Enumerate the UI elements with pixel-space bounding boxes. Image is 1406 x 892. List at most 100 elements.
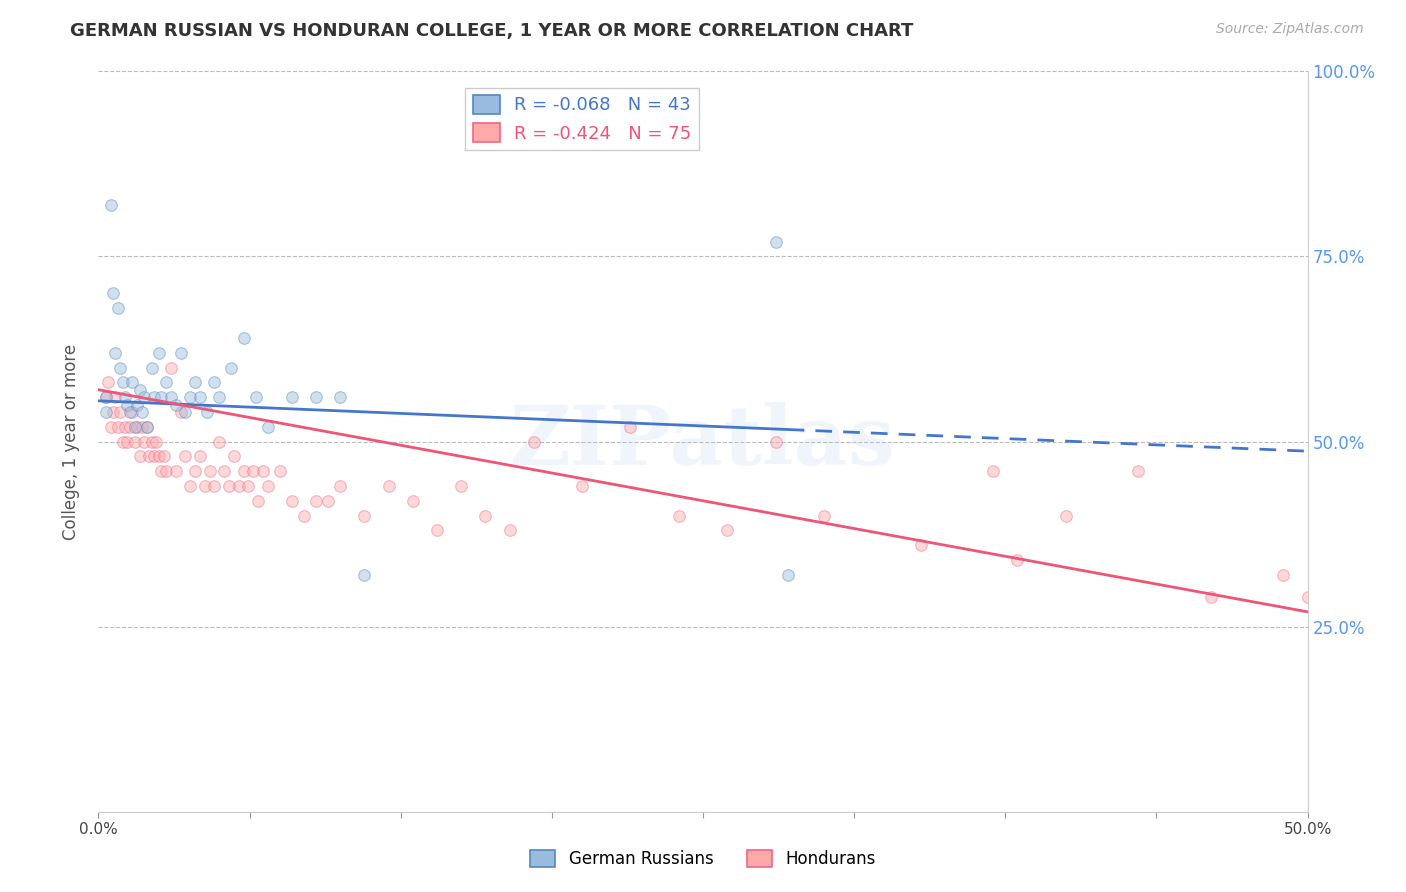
Point bbox=[184, 376, 207, 390]
Point bbox=[252, 464, 274, 478]
Point bbox=[269, 464, 291, 478]
Point bbox=[127, 419, 149, 434]
Point bbox=[165, 464, 187, 478]
Point bbox=[305, 390, 328, 404]
Point bbox=[1296, 590, 1319, 604]
Point bbox=[124, 434, 146, 449]
Point bbox=[108, 405, 131, 419]
Point bbox=[765, 235, 787, 249]
Point bbox=[208, 390, 231, 404]
Point bbox=[188, 450, 211, 464]
Point bbox=[353, 508, 375, 523]
Point bbox=[292, 508, 315, 523]
Point bbox=[1054, 508, 1077, 523]
Legend: German Russians, Hondurans: German Russians, Hondurans bbox=[524, 843, 882, 875]
Point bbox=[118, 419, 141, 434]
Point bbox=[134, 390, 156, 404]
Point bbox=[329, 479, 352, 493]
Point bbox=[776, 567, 799, 582]
Point bbox=[474, 508, 496, 523]
Point bbox=[198, 464, 221, 478]
Point bbox=[141, 434, 163, 449]
Point bbox=[247, 493, 270, 508]
Point bbox=[134, 434, 156, 449]
Point bbox=[426, 524, 449, 538]
Point bbox=[316, 493, 339, 508]
Point bbox=[238, 479, 260, 493]
Point bbox=[104, 390, 127, 404]
Point bbox=[160, 360, 183, 375]
Point bbox=[111, 376, 134, 390]
Point bbox=[1199, 590, 1222, 604]
Point bbox=[101, 286, 124, 301]
Point bbox=[765, 434, 787, 449]
Point bbox=[218, 479, 240, 493]
Point bbox=[813, 508, 835, 523]
Point bbox=[114, 390, 136, 404]
Point bbox=[232, 331, 254, 345]
Point bbox=[141, 360, 163, 375]
Point bbox=[450, 479, 472, 493]
Point bbox=[242, 464, 264, 478]
Point bbox=[143, 450, 166, 464]
Point bbox=[152, 450, 174, 464]
Point bbox=[981, 464, 1004, 478]
Point bbox=[155, 376, 177, 390]
Point bbox=[174, 405, 197, 419]
Point bbox=[179, 479, 201, 493]
Point bbox=[184, 464, 207, 478]
Point bbox=[910, 538, 932, 552]
Point bbox=[353, 567, 375, 582]
Point bbox=[94, 390, 117, 404]
Point bbox=[101, 405, 124, 419]
Text: Source: ZipAtlas.com: Source: ZipAtlas.com bbox=[1216, 22, 1364, 37]
Point bbox=[111, 434, 134, 449]
Point bbox=[222, 450, 245, 464]
Point bbox=[128, 383, 150, 397]
Point bbox=[145, 434, 167, 449]
Point bbox=[108, 360, 131, 375]
Point bbox=[131, 405, 153, 419]
Point bbox=[94, 405, 117, 419]
Point bbox=[256, 419, 278, 434]
Point bbox=[305, 493, 328, 508]
Point bbox=[135, 419, 157, 434]
Point bbox=[204, 376, 226, 390]
Point bbox=[221, 360, 243, 375]
Point bbox=[100, 419, 122, 434]
Point bbox=[174, 450, 197, 464]
Point bbox=[169, 405, 191, 419]
Point bbox=[1272, 567, 1295, 582]
Point bbox=[117, 434, 139, 449]
Point bbox=[377, 479, 399, 493]
Point bbox=[155, 464, 177, 478]
Point bbox=[97, 376, 120, 390]
Point bbox=[571, 479, 593, 493]
Point bbox=[256, 479, 278, 493]
Point bbox=[179, 390, 201, 404]
Point bbox=[148, 450, 170, 464]
Y-axis label: College, 1 year or more: College, 1 year or more bbox=[62, 343, 80, 540]
Point bbox=[619, 419, 641, 434]
Point bbox=[194, 479, 217, 493]
Point bbox=[118, 405, 141, 419]
Point bbox=[138, 450, 160, 464]
Point bbox=[124, 419, 146, 434]
Point bbox=[117, 398, 139, 412]
Point bbox=[208, 434, 231, 449]
Point bbox=[148, 345, 170, 359]
Point bbox=[114, 419, 136, 434]
Point bbox=[498, 524, 520, 538]
Point bbox=[121, 405, 143, 419]
Point bbox=[716, 524, 738, 538]
Point bbox=[94, 390, 117, 404]
Point bbox=[281, 390, 304, 404]
Point bbox=[188, 390, 211, 404]
Point bbox=[127, 398, 149, 412]
Point bbox=[212, 464, 235, 478]
Point bbox=[169, 345, 191, 359]
Point bbox=[523, 434, 546, 449]
Point bbox=[281, 493, 304, 508]
Point bbox=[195, 405, 218, 419]
Point bbox=[100, 197, 122, 211]
